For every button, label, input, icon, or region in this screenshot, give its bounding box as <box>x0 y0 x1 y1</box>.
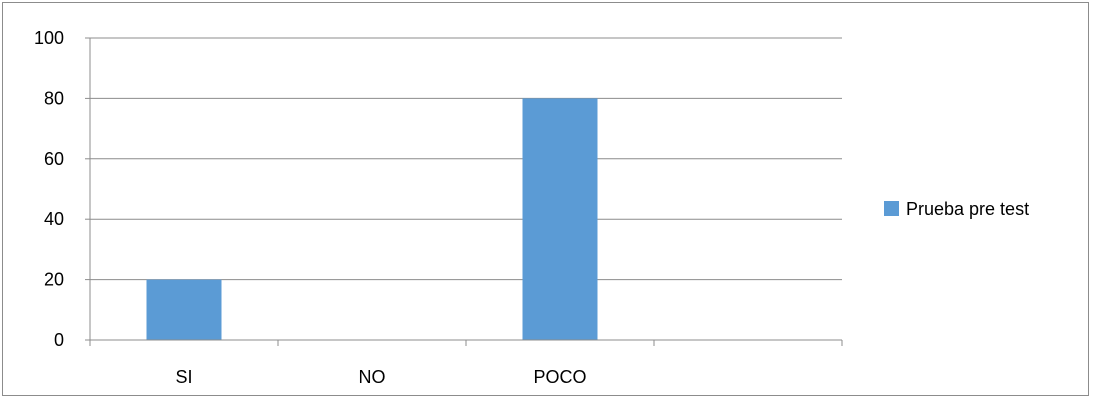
y-tick-label: 0 <box>54 330 64 350</box>
legend-label: Prueba pre test <box>906 199 1029 219</box>
x-tick-label: SI <box>175 367 192 387</box>
x-tick-label: NO <box>359 367 386 387</box>
y-tick-label: 60 <box>44 149 64 169</box>
y-tick-label: 20 <box>44 270 64 290</box>
bar-poco <box>522 98 598 341</box>
x-tick-label: POCO <box>533 367 586 387</box>
bar-si <box>146 279 222 340</box>
bars <box>146 98 598 341</box>
axes <box>89 38 843 346</box>
legend-swatch <box>884 201 899 216</box>
x-axis-labels: SI NO POCO <box>175 367 586 387</box>
y-tick-label: 100 <box>34 28 64 48</box>
y-axis-labels: 0 20 40 60 80 100 <box>34 28 64 350</box>
legend: Prueba pre test <box>884 199 1029 219</box>
y-tick-label: 40 <box>44 209 64 229</box>
y-tick-label: 80 <box>44 88 64 108</box>
